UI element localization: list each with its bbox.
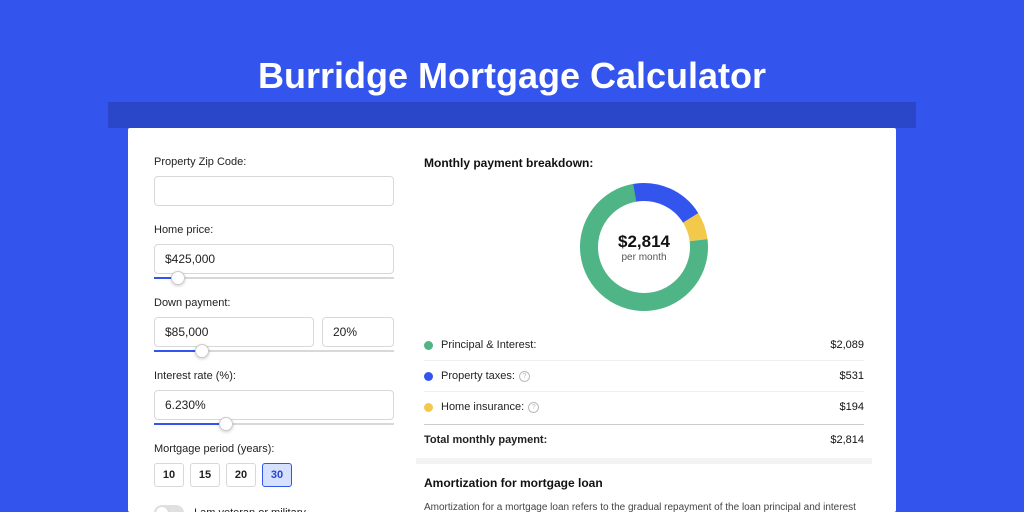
veteran-toggle-row: I am veteran or military: [154, 505, 394, 512]
interest-rate-label: Interest rate (%):: [154, 370, 394, 382]
info-icon[interactable]: ?: [528, 402, 539, 413]
form-panel: Property Zip Code: Home price: Down paym…: [154, 156, 394, 512]
donut-chart-wrap: $2,814 per month: [424, 182, 864, 312]
slider-thumb[interactable]: [171, 271, 185, 285]
field-home-price: Home price:: [154, 224, 394, 279]
down-payment-label: Down payment:: [154, 297, 394, 309]
interest-rate-input[interactable]: [154, 390, 394, 420]
field-down-payment: Down payment:: [154, 297, 394, 352]
legend-dot: [424, 341, 433, 350]
legend-value: $2,089: [830, 339, 864, 351]
donut-amount: $2,814: [618, 232, 670, 252]
page-title: Burridge Mortgage Calculator: [0, 0, 1024, 117]
legend-row: Principal & Interest:$2,089: [424, 330, 864, 361]
total-row: Total monthly payment: $2,814: [424, 424, 864, 458]
total-value: $2,814: [830, 434, 864, 446]
field-zip: Property Zip Code:: [154, 156, 394, 206]
zip-label: Property Zip Code:: [154, 156, 394, 168]
toggle-knob: [156, 507, 168, 512]
period-button-30[interactable]: 30: [262, 463, 292, 487]
legend-row: Property taxes:?$531: [424, 361, 864, 392]
field-interest-rate: Interest rate (%):: [154, 370, 394, 425]
calculator-card: Property Zip Code: Home price: Down paym…: [128, 128, 896, 512]
down-payment-percent-input[interactable]: [322, 317, 394, 347]
legend-row: Home insurance:?$194: [424, 392, 864, 422]
slider-thumb[interactable]: [219, 417, 233, 431]
legend-value: $531: [840, 370, 864, 382]
amortization-text: Amortization for a mortgage loan refers …: [424, 500, 864, 512]
header-band: [108, 102, 916, 128]
breakdown-title: Monthly payment breakdown:: [424, 156, 864, 170]
period-button-15[interactable]: 15: [190, 463, 220, 487]
breakdown-panel: Monthly payment breakdown: $2,814 per mo…: [424, 156, 864, 512]
donut-center: $2,814 per month: [579, 182, 709, 312]
donut-sub: per month: [621, 252, 666, 263]
home-price-input[interactable]: [154, 244, 394, 274]
legend-label: Home insurance:?: [441, 401, 840, 413]
legend-label: Principal & Interest:: [441, 339, 830, 351]
amortization-title: Amortization for mortgage loan: [424, 476, 864, 490]
home-price-label: Home price:: [154, 224, 394, 236]
down-payment-amount-input[interactable]: [154, 317, 314, 347]
legend-label: Property taxes:?: [441, 370, 840, 382]
field-mortgage-period: Mortgage period (years): 10152030: [154, 443, 394, 487]
home-price-slider[interactable]: [154, 277, 394, 279]
slider-thumb[interactable]: [195, 344, 209, 358]
amortization-section: Amortization for mortgage loan Amortizat…: [416, 458, 872, 512]
period-button-20[interactable]: 20: [226, 463, 256, 487]
interest-rate-slider[interactable]: [154, 423, 394, 425]
legend-dot: [424, 403, 433, 412]
total-label: Total monthly payment:: [424, 434, 830, 446]
down-payment-slider[interactable]: [154, 350, 394, 352]
veteran-label: I am veteran or military: [194, 507, 306, 512]
mortgage-period-label: Mortgage period (years):: [154, 443, 394, 455]
page-background: Burridge Mortgage Calculator Property Zi…: [0, 0, 1024, 512]
legend-value: $194: [840, 401, 864, 413]
veteran-toggle[interactable]: [154, 505, 184, 512]
legend-dot: [424, 372, 433, 381]
info-icon[interactable]: ?: [519, 371, 530, 382]
zip-input[interactable]: [154, 176, 394, 206]
donut-chart: $2,814 per month: [579, 182, 709, 312]
period-button-10[interactable]: 10: [154, 463, 184, 487]
